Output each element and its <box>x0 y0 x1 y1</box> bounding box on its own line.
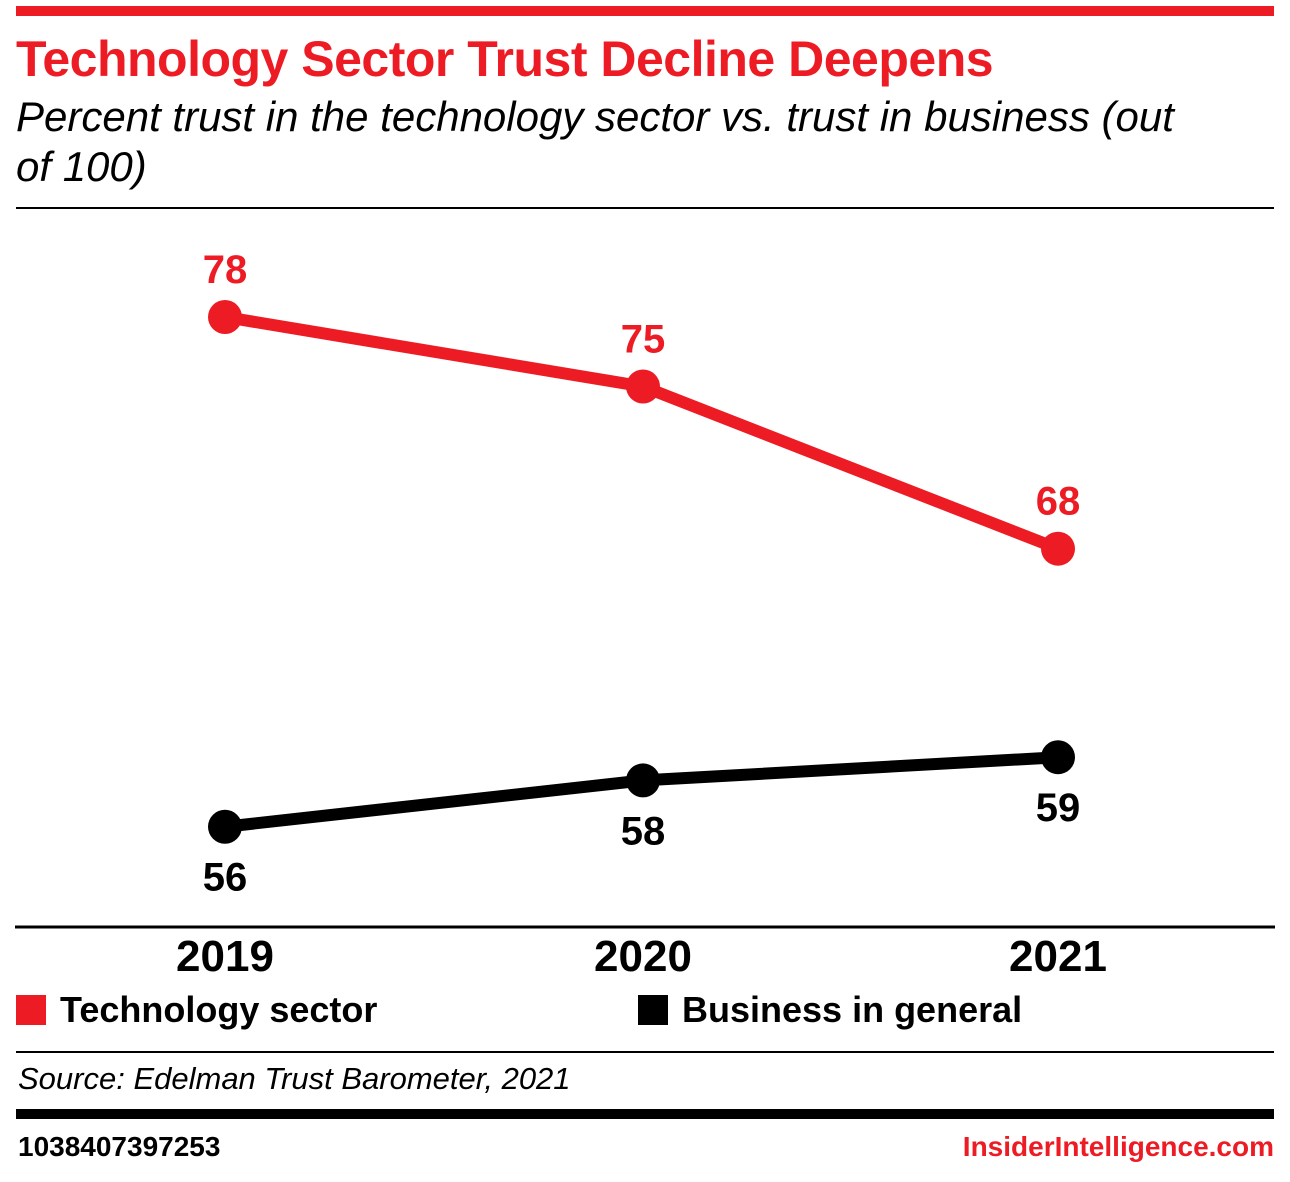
data-point <box>208 300 242 335</box>
point-label: 68 <box>1036 480 1081 524</box>
x-axis-label: 2021 <box>1009 932 1107 981</box>
chart-id: 1038407397253 <box>18 1131 221 1163</box>
bottom-accent-bar <box>16 1109 1274 1120</box>
point-label: 56 <box>203 856 248 900</box>
site-link[interactable]: InsiderIntelligence.com <box>962 1131 1274 1163</box>
page-subtitle: Percent trust in the technology sector v… <box>16 93 1174 190</box>
data-point <box>1041 531 1075 566</box>
page-title: Technology Sector Trust Decline Deepens <box>16 31 994 87</box>
data-point <box>1041 740 1075 775</box>
point-label: 75 <box>621 318 666 362</box>
point-label: 78 <box>203 248 248 292</box>
footer: 1038407397253 InsiderIntelligence.com <box>18 1131 1274 1163</box>
top-accent-bar <box>16 6 1274 16</box>
point-label: 59 <box>1036 786 1081 830</box>
business-in-general-swatch <box>638 995 668 1026</box>
technology-sector-swatch <box>16 995 46 1026</box>
legend-item-business-in-general: Business in general <box>638 989 1022 1031</box>
legend-label-technology-sector: Technology sector <box>60 989 378 1031</box>
source-divider <box>16 1051 1274 1054</box>
x-axis-label: 2020 <box>594 932 692 981</box>
x-axis-label: 2019 <box>176 932 274 981</box>
legend-label-business-in-general: Business in general <box>682 989 1023 1031</box>
trust-line-chart: 78 75 68 56 58 59 2019 2020 2021 <box>15 248 1275 981</box>
chart-legend: Technology sector Business in general <box>0 989 1290 1035</box>
point-label: 58 <box>621 809 666 853</box>
legend-item-technology-sector: Technology sector <box>16 989 377 1031</box>
data-point <box>626 763 660 798</box>
source-text: Source: Edelman Trust Barometer, 2021 <box>18 1061 571 1097</box>
data-point <box>626 369 660 404</box>
header-divider <box>16 207 1274 210</box>
data-point <box>208 809 242 844</box>
